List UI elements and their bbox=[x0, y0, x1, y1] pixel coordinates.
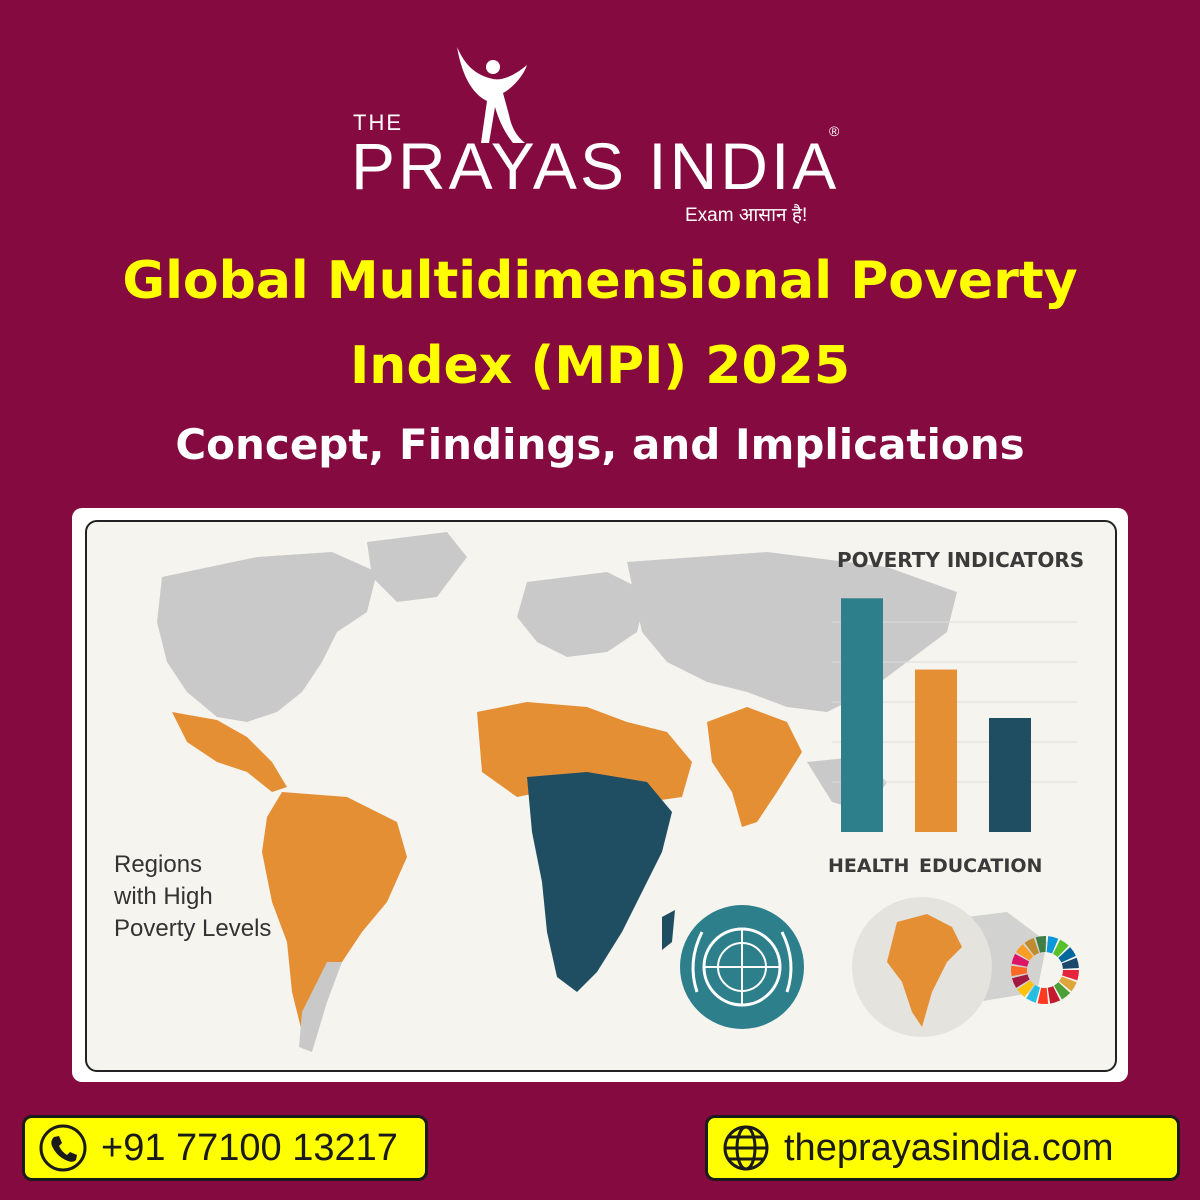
website-link[interactable]: theprayasindia.com bbox=[705, 1115, 1180, 1181]
logo-the: THE bbox=[353, 110, 403, 135]
sdg-segment bbox=[1059, 976, 1077, 992]
dancer-logo-icon bbox=[457, 47, 527, 143]
south-asia-region bbox=[707, 707, 802, 827]
asia-region bbox=[627, 552, 957, 712]
map-label-line-1: Regions bbox=[114, 851, 202, 878]
page-title-line-1: Global Multidimensional Poverty bbox=[122, 251, 1078, 311]
sdg-segment bbox=[1035, 936, 1047, 953]
phone-contact[interactable]: +91 77100 13217 bbox=[22, 1115, 428, 1181]
infographic-card: Regions with High Poverty Levels POVERTY… bbox=[72, 508, 1128, 1082]
phone-number: +91 77100 13217 bbox=[101, 1126, 398, 1169]
sdg-segment bbox=[1012, 974, 1030, 988]
sdg-segment bbox=[1024, 937, 1040, 956]
madagascar-region bbox=[662, 910, 675, 950]
website-url: theprayasindia.com bbox=[784, 1126, 1114, 1169]
sdg-segment bbox=[1017, 980, 1035, 998]
world-map-illustration: Regions with High Poverty Levels POVERTY… bbox=[113, 532, 1084, 1052]
indicators-title: POVERTY INDICATORS bbox=[837, 548, 1084, 572]
page-title-line-2: Index (MPI) 2025 bbox=[349, 336, 851, 396]
globe-icon bbox=[723, 1125, 769, 1171]
page-subtitle: Concept, Findings, and Implications bbox=[175, 420, 1025, 469]
north-america-region bbox=[157, 552, 377, 722]
map-label-line-2: with High bbox=[113, 883, 213, 910]
europe-region bbox=[517, 572, 647, 657]
registered-mark: ® bbox=[829, 123, 840, 139]
sdg-segment bbox=[1053, 939, 1069, 958]
map-label-line-3: Poverty Levels bbox=[114, 915, 271, 942]
sdg-segment bbox=[1026, 984, 1041, 1003]
sdg-segment bbox=[1046, 936, 1059, 954]
indicator-bar-3 bbox=[989, 718, 1031, 832]
bar-label-health: HEALTH bbox=[828, 855, 909, 877]
sdg-segment bbox=[1016, 944, 1034, 961]
indicator-bar-2 bbox=[915, 669, 957, 832]
indicator-bar-1 bbox=[841, 598, 883, 832]
sdg-segment bbox=[1061, 957, 1079, 969]
south-america-region bbox=[262, 792, 407, 1032]
sdg-segment bbox=[1047, 986, 1061, 1004]
sdg-segment bbox=[1053, 982, 1071, 1000]
un-emblem-icon bbox=[680, 905, 804, 1029]
logo-name: PRAYAS INDIA bbox=[351, 129, 840, 203]
sdg-segment bbox=[1062, 970, 1079, 981]
infographic-panel: Regions with High Poverty Levels POVERTY… bbox=[85, 520, 1117, 1072]
sdg-segment bbox=[1011, 953, 1030, 967]
sub-saharan-africa-region bbox=[527, 772, 672, 992]
central-america-region bbox=[172, 712, 287, 792]
logo-tagline: Exam आसान है! bbox=[685, 205, 808, 226]
brand-logo: THE PRAYAS INDIA ® Exam आसान है! bbox=[345, 45, 855, 235]
sdg-wheel-icon bbox=[1011, 936, 1079, 1004]
sdg-segment bbox=[1058, 947, 1076, 963]
indicator-bars bbox=[841, 598, 1031, 832]
phone-icon bbox=[39, 1124, 87, 1172]
india-map-icon bbox=[852, 897, 992, 1037]
sdg-segment bbox=[1011, 965, 1028, 977]
greenland-region bbox=[367, 532, 467, 602]
southern-cone-region bbox=[299, 962, 342, 1052]
bar-label-education: EDUCATION bbox=[919, 855, 1042, 877]
sdg-segment bbox=[1037, 987, 1049, 1004]
